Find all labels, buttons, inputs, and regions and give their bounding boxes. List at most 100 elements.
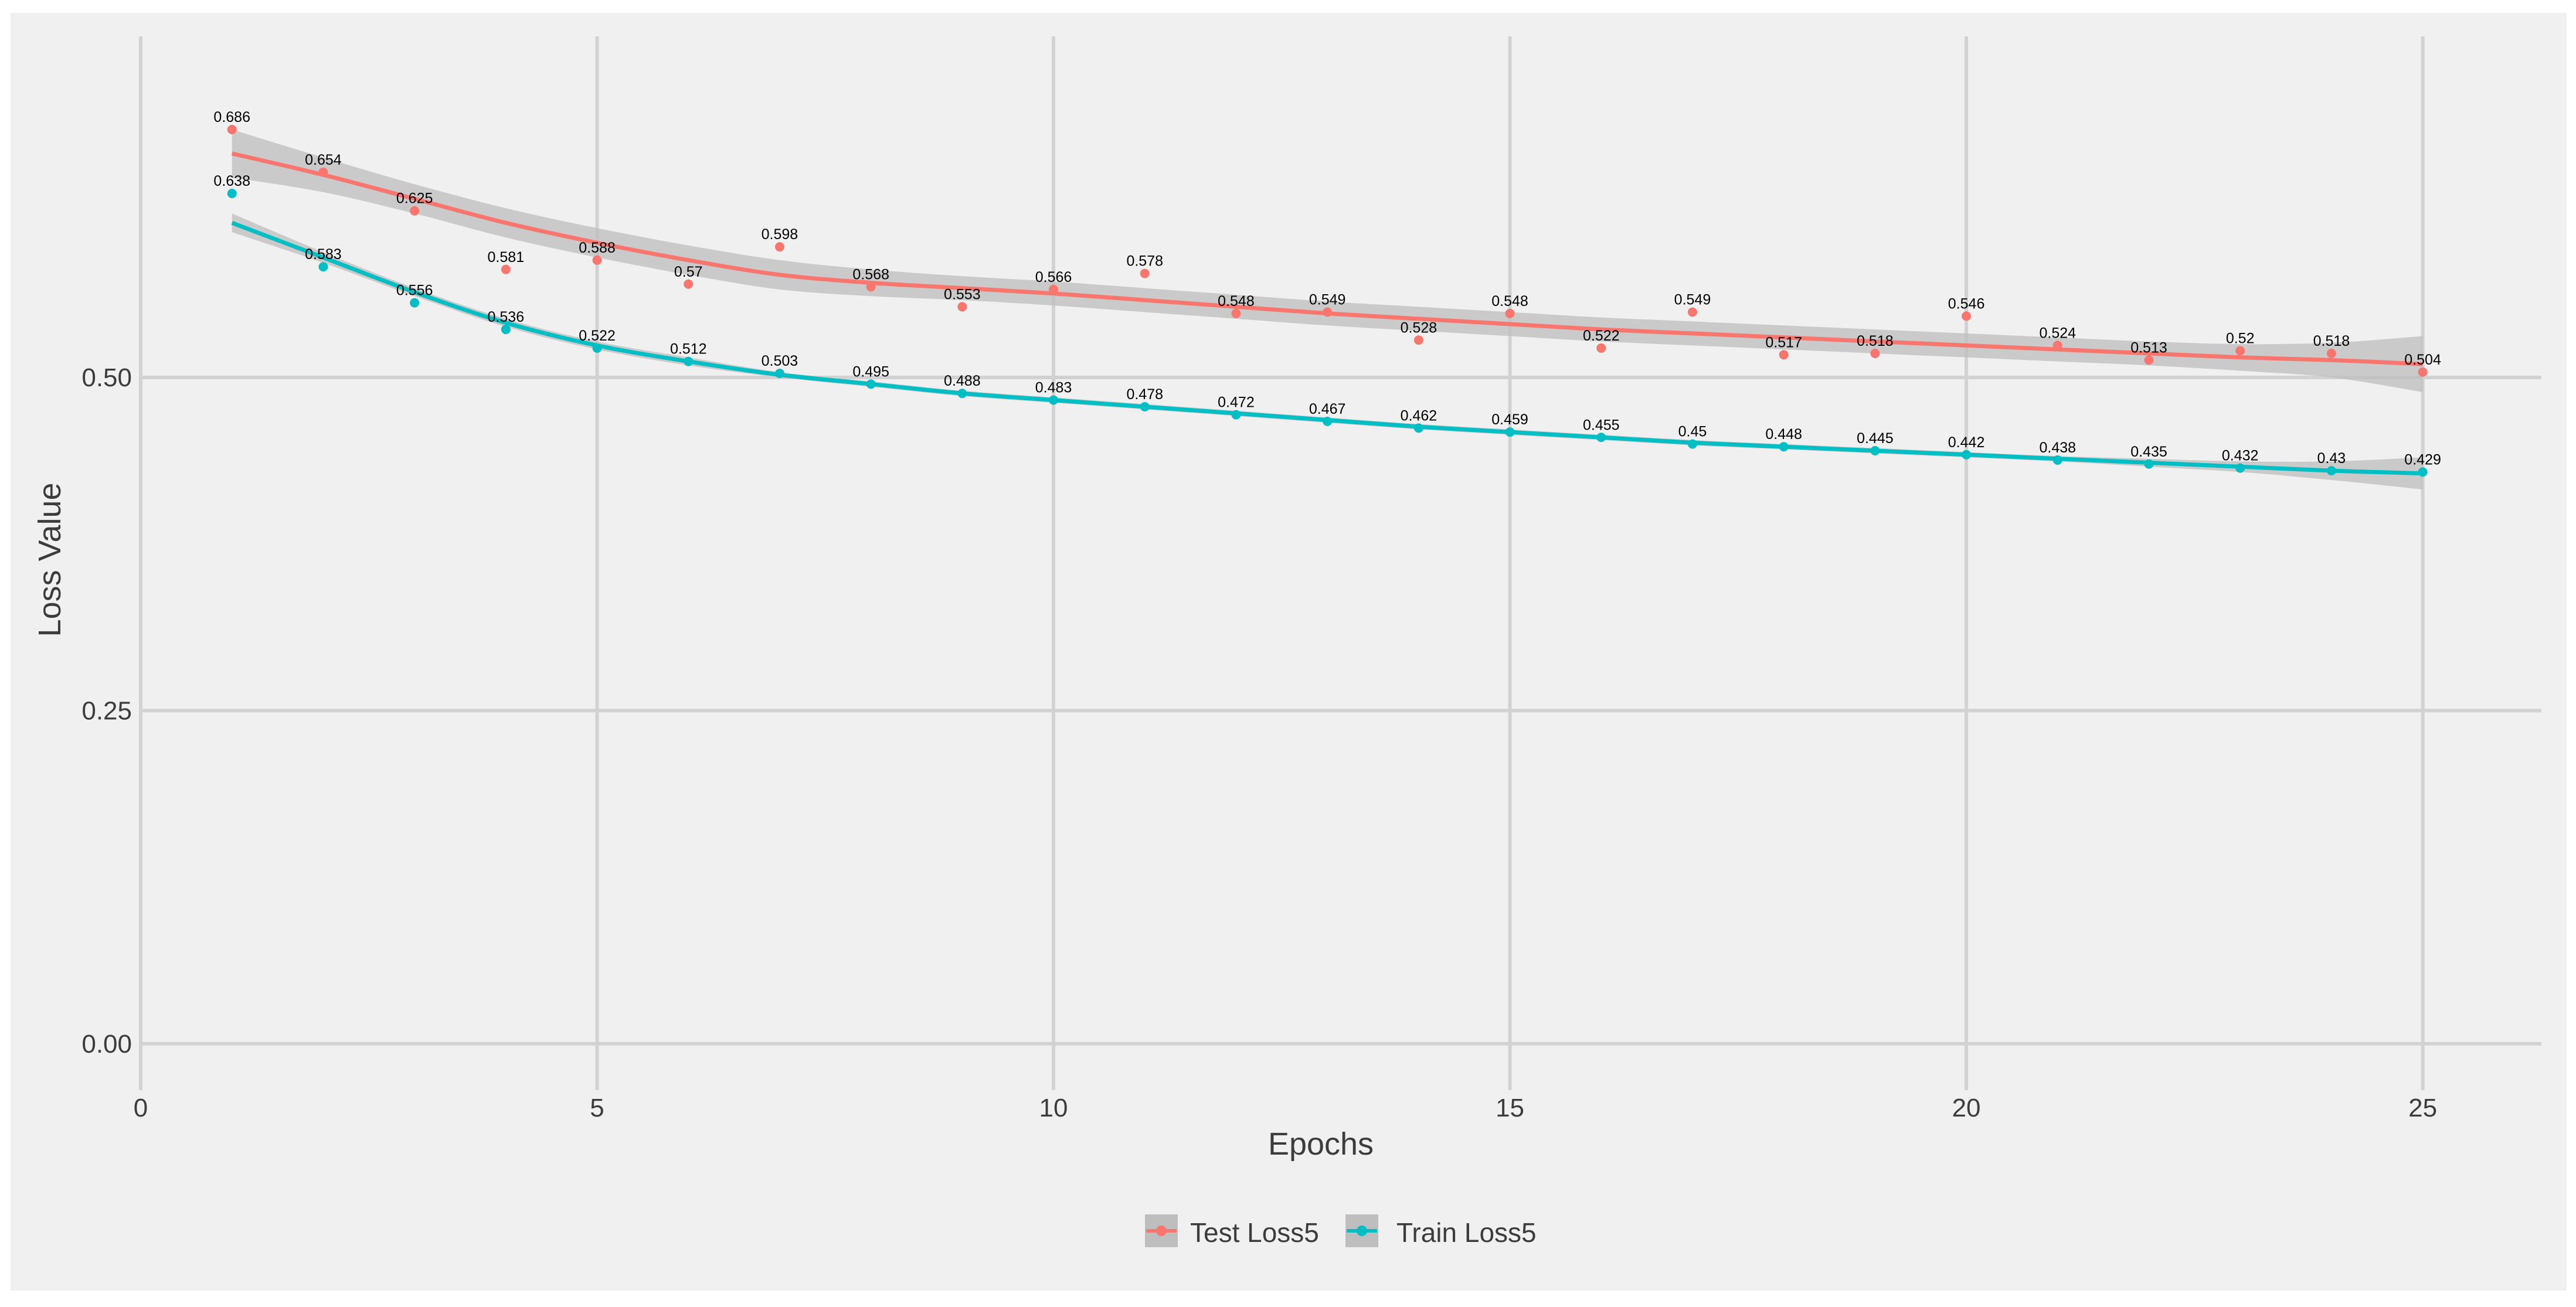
data-label-test: 0.654 bbox=[305, 152, 342, 168]
legend-label-test: Test Loss5 bbox=[1190, 1217, 1319, 1248]
data-label-train: 0.455 bbox=[1583, 417, 1620, 433]
data-label-test: 0.598 bbox=[762, 226, 798, 243]
data-point-train[interactable] bbox=[501, 325, 511, 335]
data-label-train: 0.556 bbox=[396, 282, 433, 299]
data-point-test[interactable] bbox=[684, 279, 694, 289]
data-point-train[interactable] bbox=[866, 379, 876, 389]
data-label-train: 0.503 bbox=[762, 353, 798, 369]
x-tick-label: 20 bbox=[1952, 1094, 1981, 1122]
data-point-test[interactable] bbox=[1505, 308, 1515, 318]
y-tick-label: 0.50 bbox=[81, 363, 132, 392]
data-point-train[interactable] bbox=[1049, 395, 1059, 405]
y-tick-label: 0.00 bbox=[81, 1030, 132, 1058]
data-label-test: 0.686 bbox=[213, 109, 250, 125]
data-label-test: 0.578 bbox=[1126, 253, 1163, 270]
data-point-train[interactable] bbox=[1687, 439, 1697, 449]
data-point-train[interactable] bbox=[1962, 450, 1972, 460]
data-point-test[interactable] bbox=[410, 206, 420, 216]
data-point-train[interactable] bbox=[957, 389, 967, 399]
data-point-train[interactable] bbox=[2052, 455, 2062, 465]
data-point-test[interactable] bbox=[2326, 349, 2336, 359]
data-point-train[interactable] bbox=[410, 298, 420, 308]
data-point-test[interactable] bbox=[1962, 311, 1972, 321]
data-point-test[interactable] bbox=[1870, 349, 1880, 359]
data-point-train[interactable] bbox=[2418, 467, 2428, 477]
data-point-test[interactable] bbox=[1323, 307, 1333, 317]
data-point-train[interactable] bbox=[2144, 459, 2154, 469]
data-point-test[interactable] bbox=[866, 282, 876, 292]
data-label-train: 0.459 bbox=[1491, 411, 1528, 428]
data-label-train: 0.472 bbox=[1218, 394, 1255, 411]
data-label-test: 0.52 bbox=[2226, 330, 2255, 346]
data-label-test: 0.518 bbox=[2313, 333, 2350, 349]
data-point-train[interactable] bbox=[2326, 466, 2336, 476]
legend-marker-test bbox=[1156, 1226, 1167, 1236]
y-axis-label: Loss Value bbox=[32, 482, 67, 637]
data-label-train: 0.448 bbox=[1765, 426, 1802, 443]
data-point-train[interactable] bbox=[1870, 446, 1880, 456]
data-label-train: 0.478 bbox=[1126, 386, 1163, 403]
data-point-test[interactable] bbox=[1779, 350, 1789, 360]
confidence-band-test bbox=[232, 130, 2423, 392]
data-point-test[interactable] bbox=[501, 264, 511, 274]
axis-ticks: 0 5 10 15 20 25 0.00 0.25 0.50 bbox=[81, 363, 2437, 1122]
data-label-test: 0.522 bbox=[1583, 328, 1620, 344]
data-point-train[interactable] bbox=[684, 356, 694, 366]
data-label-test: 0.588 bbox=[579, 240, 616, 256]
legend-item-train[interactable]: Train Loss5 bbox=[1345, 1214, 1537, 1248]
data-point-test[interactable] bbox=[2418, 367, 2428, 377]
x-tick-label: 15 bbox=[1496, 1094, 1524, 1122]
data-label-train: 0.442 bbox=[1948, 434, 1985, 451]
data-point-test[interactable] bbox=[1413, 335, 1423, 345]
legend-item-test[interactable]: Test Loss5 bbox=[1145, 1214, 1319, 1248]
data-label-test: 0.517 bbox=[1765, 334, 1802, 350]
x-tick-label: 0 bbox=[134, 1094, 148, 1122]
confidence-band-train bbox=[232, 213, 2423, 489]
data-point-train[interactable] bbox=[227, 189, 237, 199]
x-tick-label: 10 bbox=[1039, 1094, 1068, 1122]
data-point-test[interactable] bbox=[318, 167, 328, 177]
data-point-test[interactable] bbox=[2052, 341, 2062, 350]
data-point-test[interactable] bbox=[2144, 355, 2154, 365]
data-label-train: 0.429 bbox=[2404, 451, 2441, 468]
data-label-test: 0.504 bbox=[2404, 352, 2441, 368]
data-label-test: 0.518 bbox=[1857, 333, 1894, 349]
data-point-train[interactable] bbox=[1413, 423, 1423, 433]
data-point-test[interactable] bbox=[1231, 308, 1241, 318]
data-point-test[interactable] bbox=[774, 242, 784, 252]
data-point-test[interactable] bbox=[592, 255, 602, 265]
data-label-test: 0.57 bbox=[674, 264, 703, 280]
data-point-train[interactable] bbox=[318, 262, 328, 272]
data-point-train[interactable] bbox=[592, 343, 602, 353]
data-point-test[interactable] bbox=[957, 302, 967, 312]
data-point-test[interactable] bbox=[227, 125, 237, 135]
data-label-test: 0.528 bbox=[1401, 319, 1437, 336]
data-point-test[interactable] bbox=[1049, 284, 1059, 294]
data-point-train[interactable] bbox=[1140, 401, 1150, 411]
data-label-test: 0.549 bbox=[1674, 292, 1711, 308]
data-point-train[interactable] bbox=[1231, 410, 1241, 420]
data-label-train: 0.583 bbox=[305, 246, 342, 263]
data-point-train[interactable] bbox=[1323, 416, 1333, 426]
data-point-test[interactable] bbox=[2235, 346, 2245, 356]
data-label-test: 0.568 bbox=[852, 266, 889, 282]
data-label-train: 0.435 bbox=[2130, 444, 2167, 460]
data-point-test[interactable] bbox=[1596, 343, 1606, 353]
data-label-test: 0.566 bbox=[1035, 269, 1072, 285]
data-label-train: 0.432 bbox=[2222, 448, 2259, 464]
data-point-test[interactable] bbox=[1140, 268, 1150, 278]
data-point-train[interactable] bbox=[2235, 463, 2245, 473]
data-label-test: 0.581 bbox=[488, 249, 525, 266]
data-label-test: 0.548 bbox=[1218, 293, 1255, 309]
data-point-test[interactable] bbox=[1687, 307, 1697, 317]
data-label-train: 0.488 bbox=[944, 373, 981, 389]
data-label-train: 0.43 bbox=[2317, 450, 2346, 467]
data-point-train[interactable] bbox=[774, 369, 784, 379]
data-point-train[interactable] bbox=[1779, 442, 1789, 452]
legend: Test Loss5 Train Loss5 bbox=[1145, 1214, 1537, 1248]
data-point-train[interactable] bbox=[1596, 433, 1606, 443]
legend-marker-train bbox=[1357, 1226, 1367, 1236]
data-point-train[interactable] bbox=[1505, 427, 1515, 437]
